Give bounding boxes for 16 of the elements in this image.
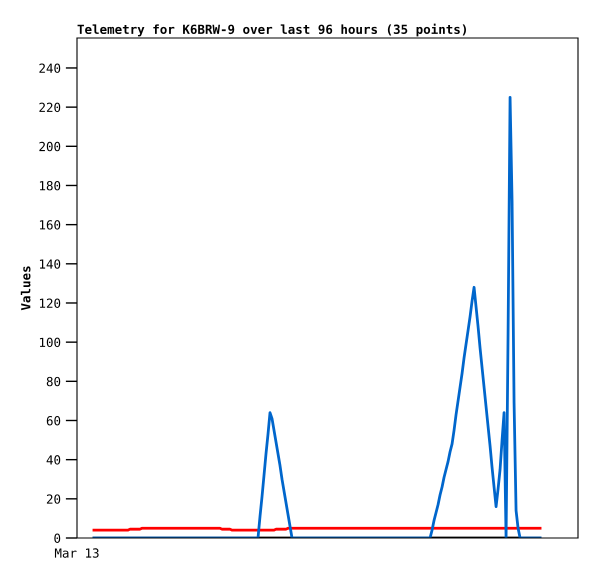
y-axis-title: Values [20, 266, 30, 310]
y-tick-label: 140 [40, 259, 60, 269]
text: Mar 13 [54, 548, 99, 558]
y-tick-label: 200 [39, 142, 60, 152]
y-tick-label: 80 [46, 376, 60, 386]
y-tick-label: 0 [54, 534, 60, 543]
y-tick-label: 20 [46, 494, 60, 504]
y-tick-label: 60 [46, 416, 60, 426]
y-tick-label: 180 [40, 180, 60, 190]
y-tick-label: 240 [39, 63, 60, 73]
y-tick-label: 120 [40, 298, 60, 308]
y-tick-label: 220 [39, 102, 60, 112]
y-tick-label: 40 [46, 455, 60, 465]
y-tick-label: 100 [40, 338, 60, 348]
chart-title: Telemetry for K6BRW-9 over last 96 hours (35 points) [78, 24, 466, 36]
y-tick-label: 160 [40, 220, 60, 230]
